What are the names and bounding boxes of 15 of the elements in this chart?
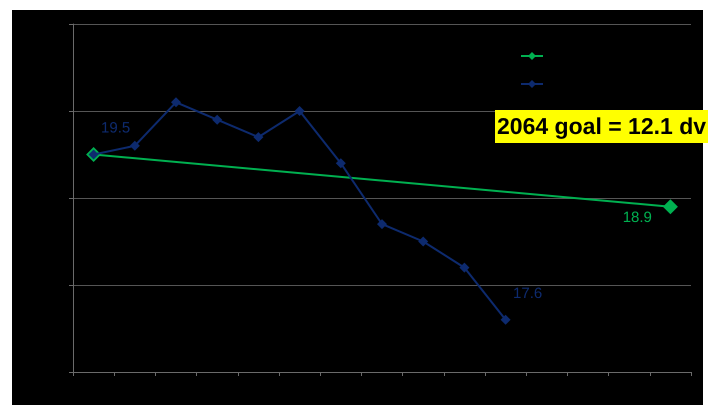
point — [459, 262, 470, 273]
point — [500, 314, 511, 325]
data-label: 17.6 — [513, 284, 542, 302]
data-label: 18.9 — [622, 209, 652, 226]
point — [130, 140, 140, 151]
point — [294, 106, 305, 116]
point — [377, 219, 387, 230]
point — [212, 114, 222, 125]
point — [662, 199, 678, 214]
point — [418, 236, 428, 246]
point — [336, 158, 346, 168]
point — [253, 132, 264, 142]
data-label: 19.5 — [101, 120, 130, 136]
annotation: 2064 goal = 12.1 dv — [495, 110, 708, 143]
point — [171, 97, 181, 108]
